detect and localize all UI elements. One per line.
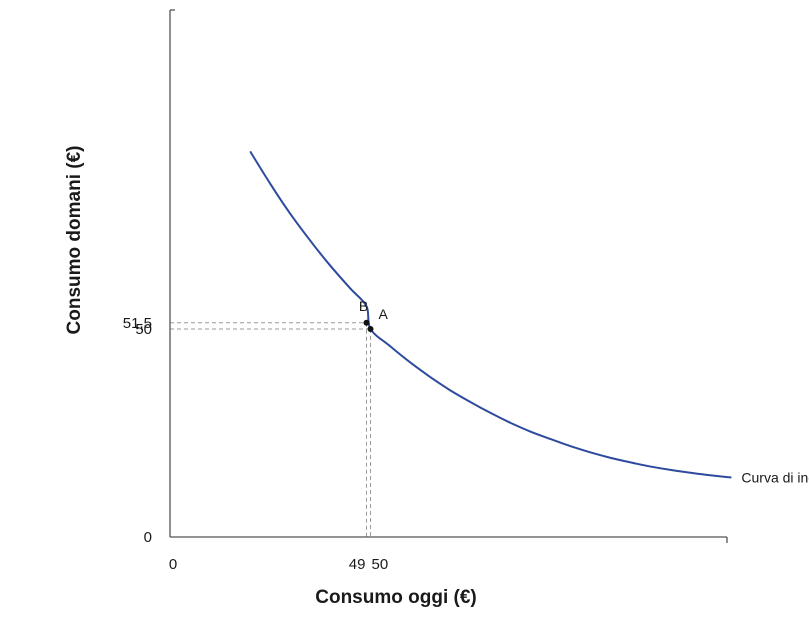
series-layer: Curva di indifferenza di Giulia <box>249 150 809 486</box>
point-a <box>367 326 374 332</box>
x-axis-title: Consumo oggi (€) <box>315 587 476 608</box>
indifference-curve-label: Curva di indifferenza di Giulia <box>741 470 809 486</box>
y-axis-title: Consumo domani (€) <box>64 146 85 335</box>
point-b <box>363 319 370 326</box>
x-tick-label: 49 <box>349 556 366 573</box>
guide-lines <box>170 322 371 537</box>
point-label-a: A <box>379 306 389 322</box>
y-tick-label: 0 <box>144 529 152 546</box>
x-tick-label: 0 <box>169 556 177 573</box>
x-tick-label: 50 <box>372 556 389 573</box>
point-label-b: B <box>359 298 368 314</box>
y-tick-label: 51,5 <box>123 315 152 332</box>
point-layer: AB <box>359 298 389 332</box>
y-tick-label: 50 <box>135 321 152 338</box>
indifference-curve-line <box>249 150 732 479</box>
axes <box>169 9 728 543</box>
